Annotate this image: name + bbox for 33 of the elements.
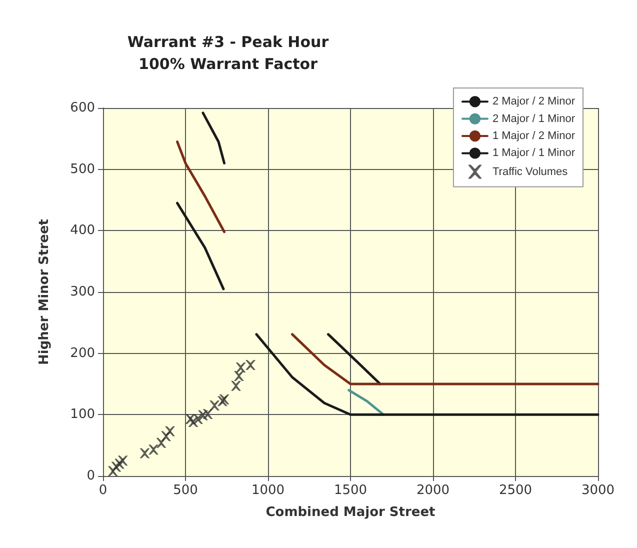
x-tick-label: 2500	[498, 483, 532, 498]
point	[164, 426, 175, 436]
point	[230, 380, 241, 391]
y-tick-label: 0	[86, 468, 95, 484]
x-tick-label: 3000	[581, 483, 615, 498]
x-tick-label: 2000	[416, 483, 450, 498]
point	[202, 409, 213, 420]
legend-label: 1 Major / 1 Minor	[492, 147, 576, 160]
y-tick-label: 200	[70, 346, 95, 361]
legend-label: 2 Major / 1 Minor	[492, 112, 576, 125]
legend-label: Traffic Volumes	[492, 166, 568, 178]
x-tick-label: 0	[98, 483, 108, 498]
point	[210, 400, 220, 410]
legend-label: 1 Major / 2 Minor	[492, 130, 576, 142]
y-tick-label: 400	[70, 223, 95, 238]
x-axis-title: Combined Major Street	[266, 505, 436, 520]
point	[118, 456, 128, 466]
point	[140, 448, 150, 458]
point	[193, 414, 204, 424]
y-tick-label: 100	[70, 407, 95, 422]
y-tick-label: 300	[70, 284, 95, 300]
y-tick-label: 600	[70, 100, 95, 116]
chart-title: Warrant #3 - Peak Hour 100% Warrant Factor	[127, 33, 330, 73]
y-axis-title: Higher Minor Street	[37, 218, 52, 366]
y-tick-label: 500	[70, 162, 95, 177]
point	[236, 362, 246, 372]
point	[148, 444, 158, 455]
x-tick-label: 1500	[334, 483, 368, 498]
x-tick-label: 500	[173, 483, 198, 498]
point	[234, 371, 244, 382]
legend-label: 2 Major / 2 Minor	[492, 96, 576, 108]
point	[246, 360, 256, 370]
x-tick-label: 1000	[251, 483, 285, 498]
